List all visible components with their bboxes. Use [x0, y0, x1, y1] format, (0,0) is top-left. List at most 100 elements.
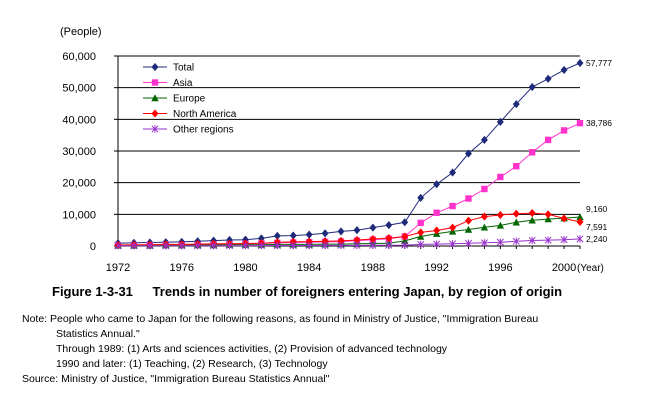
- data-point: [480, 223, 489, 231]
- end-value-labels: 57,777 38,786 9,160 7,591 2,240: [586, 58, 612, 244]
- data-point: [417, 219, 424, 227]
- data-point: [481, 185, 488, 193]
- legend-item: Total: [143, 63, 194, 74]
- data-point: [464, 239, 473, 248]
- data-point: [512, 237, 520, 245]
- x-tick-label: 1980: [233, 262, 257, 274]
- series-line: [118, 122, 581, 246]
- data-point: [385, 241, 393, 249]
- end-value-label: 9,160: [586, 204, 608, 214]
- data-point: [417, 193, 425, 203]
- legend-marker: [151, 94, 159, 102]
- data-point: [512, 99, 520, 109]
- data-point: [544, 215, 552, 223]
- legend-label: Other regions: [173, 125, 234, 136]
- data-point: [465, 195, 472, 202]
- data-point: [560, 214, 568, 223]
- x-tick-labels: 1972 1976 1980 1984 1988 1992 1996 2000: [106, 262, 577, 274]
- x-axis-unit: (Year): [577, 263, 604, 274]
- x-tick-label: 1988: [361, 262, 385, 274]
- data-point: [464, 216, 473, 225]
- data-point: [305, 230, 313, 239]
- data-point: [480, 212, 488, 221]
- series-other-regions: [114, 235, 584, 250]
- data-point: [449, 168, 457, 177]
- legend-marker: [151, 62, 159, 72]
- data-point: [417, 228, 425, 237]
- legend-item: Other regions: [143, 125, 234, 136]
- data-point: [194, 242, 202, 250]
- legend-label: Total: [173, 63, 194, 74]
- data-point: [576, 235, 584, 243]
- data-point: [480, 239, 488, 247]
- end-value-label: 2,240: [586, 234, 608, 244]
- data-point: [480, 135, 488, 145]
- data-point: [496, 221, 505, 229]
- data-point: [528, 82, 536, 92]
- y-tick-label: 10,000: [62, 209, 96, 221]
- y-tick-label: 0: [90, 241, 96, 253]
- data-point: [210, 242, 218, 250]
- legend-marker: [151, 109, 159, 118]
- data-point: [529, 149, 536, 156]
- series-line: [117, 212, 581, 246]
- end-value-label: 38,786: [586, 118, 612, 128]
- data-point: [353, 241, 361, 250]
- data-point: [369, 223, 377, 232]
- line-chart: (People) 0 10,000 20,000 30,000 40,000 50,000…: [60, 26, 612, 274]
- note-line-1: Note: People who came to Japan for the f…: [22, 313, 539, 325]
- x-tick-label: 1992: [424, 262, 448, 274]
- data-point: [401, 218, 409, 227]
- data-point: [321, 229, 329, 238]
- data-point: [321, 241, 329, 250]
- data-point: [241, 241, 250, 250]
- data-point: [560, 127, 568, 134]
- data-point: [417, 240, 425, 249]
- data-point: [401, 241, 409, 249]
- data-point: [337, 241, 345, 250]
- x-tick-label: 2000: [552, 262, 576, 274]
- data-point: [448, 240, 457, 248]
- data-point: [130, 242, 138, 250]
- data-point: [433, 180, 441, 189]
- data-point: [496, 210, 504, 220]
- legend-item: North America: [143, 109, 237, 120]
- data-point: [289, 241, 297, 250]
- data-point: [162, 242, 170, 250]
- legend-marker: [151, 125, 159, 133]
- figure-number: Figure 1-3-31: [52, 284, 133, 299]
- legend-item: Asia: [143, 78, 193, 89]
- note-line-4: 1990 and later: (1) Teaching, (2) Resear…: [56, 358, 328, 370]
- data-point: [496, 238, 504, 246]
- data-point: [178, 242, 186, 250]
- y-tick-labels: 0 10,000 20,000 30,000 40,000 50,000 60,000: [62, 51, 96, 253]
- data-point: [433, 209, 440, 216]
- data-point: [512, 218, 520, 226]
- data-point: [512, 209, 520, 218]
- data-point: [576, 217, 584, 227]
- note-line-2: Statistics Annual.": [56, 328, 140, 340]
- figure-title: Trends in number of foreigners entering …: [152, 284, 563, 299]
- data-point: [433, 226, 441, 235]
- data-point: [337, 227, 345, 236]
- data-point: [225, 241, 234, 250]
- series-lines: [114, 58, 584, 250]
- figure-notes: Note: People who came to Japan for the f…: [22, 312, 632, 387]
- data-point: [528, 208, 536, 218]
- data-point: [114, 242, 122, 250]
- data-point: [560, 235, 568, 244]
- data-point: [560, 65, 568, 75]
- data-point: [544, 136, 552, 144]
- legend: Total Asia Europe North America Other region…: [143, 63, 237, 136]
- x-tick-label: 1984: [297, 262, 321, 274]
- data-point: [433, 240, 441, 248]
- legend-marker: [151, 79, 159, 86]
- legend-item: Europe: [143, 94, 206, 105]
- data-point: [273, 241, 281, 250]
- data-point: [544, 74, 552, 83]
- source-line: Source: Ministry of Justice, "Immigratio…: [22, 373, 330, 385]
- data-point: [369, 241, 377, 250]
- data-point: [385, 220, 393, 230]
- data-point: [544, 210, 552, 219]
- data-point: [305, 241, 313, 250]
